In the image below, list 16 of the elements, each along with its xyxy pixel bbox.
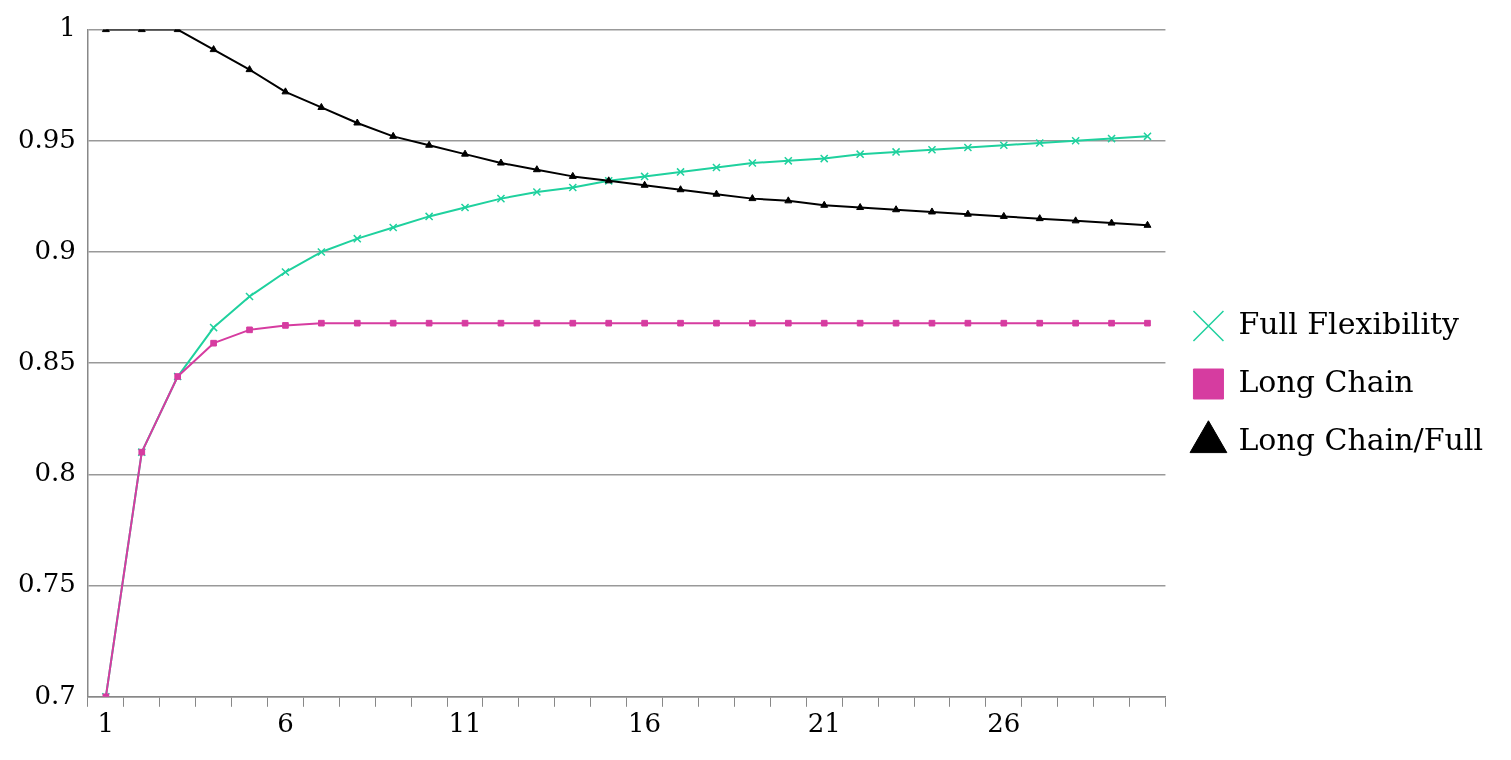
y-tick-label: 0.7: [34, 679, 76, 710]
x-tick-label: 6: [277, 708, 294, 739]
legend-label: Long Chain/Full: [1238, 421, 1484, 457]
y-tick-label: 1: [59, 12, 76, 43]
x-tick-label: 26: [987, 708, 1021, 739]
x-tick-label: 16: [628, 708, 662, 739]
x-tick-label: 1: [97, 708, 115, 739]
y-tick-label: 0.95: [18, 123, 76, 154]
x-tick-label: 21: [807, 708, 841, 739]
legend-label: Full Flexibility: [1238, 305, 1460, 341]
y-tick-label: 0.75: [18, 568, 76, 599]
x-tick-label: 11: [448, 708, 482, 739]
y-tick-label: 0.8: [34, 457, 76, 488]
y-tick-label: 0.85: [18, 345, 76, 376]
legend-label: Long Chain: [1238, 363, 1414, 399]
y-tick-label: 0.9: [34, 234, 76, 265]
